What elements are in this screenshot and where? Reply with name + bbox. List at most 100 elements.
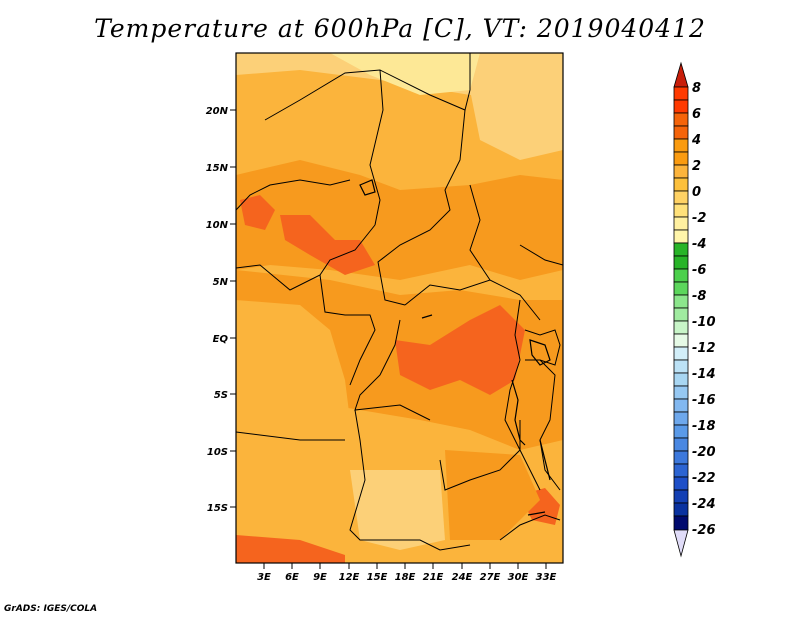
colorbar-label: 2 [692, 159, 701, 174]
lon-label: 12E [339, 572, 360, 583]
lon-label: 21E [423, 572, 444, 583]
lat-label: 20N [206, 106, 229, 117]
colorbar-swatch [673, 125, 689, 140]
lat-label: 5N [213, 277, 229, 288]
colorbar-swatch [673, 424, 689, 439]
colorbar-swatch [673, 242, 689, 257]
lat-labels: 20N 15N 10N 5N EQ 5S 10S 15S [206, 106, 229, 514]
southwest-warm-area [236, 535, 345, 563]
colorbar-swatch [673, 294, 689, 309]
country-borders [236, 53, 563, 551]
lon-label: 6E [285, 572, 299, 583]
colorbar-label: -14 [692, 367, 716, 382]
lake-chad [359, 179, 376, 196]
colorbar-swatch [673, 268, 689, 283]
software-credit: GrADS: IGES/COLA [4, 604, 98, 614]
lon-label: 30E [508, 572, 529, 583]
south-pale-area [350, 470, 445, 550]
colorbar-swatch [673, 151, 689, 166]
lon-label: 18E [395, 572, 416, 583]
hot-spot-chad [280, 215, 375, 275]
border-tanzania [539, 359, 561, 491]
colorbar-label: -10 [692, 315, 716, 330]
coast-southwest [236, 431, 345, 441]
colorbar-swatch [673, 203, 689, 218]
lake-malawi [539, 439, 551, 481]
border-congo [354, 319, 431, 421]
colorbar-label: -24 [692, 497, 716, 512]
lat-label: 15N [206, 163, 229, 174]
colorbar-swatch [673, 476, 689, 491]
lon-label: 15E [367, 572, 388, 583]
lon-labels: 3E 6E 9E 12E 15E 18E 21E 24E 27E 30E 33E [257, 572, 556, 583]
lat-label: 15S [207, 503, 228, 514]
border-angola [349, 409, 471, 551]
map-frame [235, 52, 564, 564]
colorbar-swatch [673, 463, 689, 478]
lake-mweru [421, 314, 433, 319]
border-north-a [264, 53, 471, 121]
chart-title: Temperature at 600hPa [C], VT: 201904041… [94, 14, 706, 43]
colorbar-cap-top [673, 61, 689, 88]
colorbar-swatch [673, 229, 689, 244]
colorbar-swatch [673, 489, 689, 504]
colorbar-swatch [673, 164, 689, 179]
colorbar-swatch [673, 177, 689, 192]
lon-label: 27E [480, 572, 501, 583]
colorbar-label: -26 [692, 523, 716, 538]
border-zambia [439, 420, 521, 491]
colorbar-label: -22 [692, 471, 716, 486]
lake-victoria [529, 339, 551, 366]
border-mozambique [499, 514, 561, 541]
colorbar-swatch [673, 307, 689, 322]
border-west-coast [236, 179, 351, 211]
colorbar-label: -4 [692, 237, 706, 252]
lon-label: 33E [536, 572, 557, 583]
lake-kariba [527, 511, 546, 516]
north-pale-band [330, 53, 480, 95]
colorbar-swatch [673, 190, 689, 205]
colorbar-swatch [673, 346, 689, 361]
lat-ticks [230, 109, 236, 508]
border-north-b [369, 69, 384, 226]
colorbar-label: 4 [691, 133, 701, 148]
colorbar-cap-bottom [673, 529, 689, 558]
east-pale-band [470, 85, 563, 160]
colorbar-swatch [673, 281, 689, 296]
colorbar-swatch [673, 320, 689, 335]
colorbar-swatch [673, 398, 689, 413]
colorbar-label: -18 [692, 419, 716, 434]
lon-label: 9E [313, 572, 327, 583]
colorbar-swatch [673, 411, 689, 426]
temperature-field [236, 53, 563, 563]
colorbar-swatch [673, 437, 689, 452]
colorbar-label: 8 [692, 81, 701, 96]
colorbar-swatch [673, 255, 689, 270]
southeast-area [445, 450, 540, 540]
colorbar-swatch [673, 216, 689, 231]
lon-label: 24E [452, 572, 473, 583]
lakes [359, 179, 551, 516]
colorbar-swatch [673, 86, 689, 101]
colorbar-label: -6 [692, 263, 706, 278]
lat-label: 10N [206, 220, 229, 231]
border-sudan [377, 109, 466, 306]
colorbar-label: 6 [692, 107, 701, 122]
lon-label: 3E [257, 572, 271, 583]
lake-tanganyika [511, 379, 526, 446]
colorbar-label: -12 [692, 341, 716, 356]
hot-spot-congo [395, 305, 525, 395]
colorbar-swatch [673, 372, 689, 387]
colorbar-swatch [673, 502, 689, 517]
border-east-sudan [519, 244, 563, 266]
colorbar-swatch [673, 450, 689, 465]
colorbar-label: -20 [692, 445, 716, 460]
hot-spot-nigeria [240, 195, 275, 230]
colorbar-label: -16 [692, 393, 716, 408]
atlantic-light-area [236, 300, 350, 440]
colorbar-label: -8 [692, 289, 706, 304]
lat-label: 5S [214, 390, 228, 401]
border-car-drc [404, 279, 541, 321]
lat-label: EQ [213, 334, 229, 345]
lon-ticks [263, 563, 547, 569]
